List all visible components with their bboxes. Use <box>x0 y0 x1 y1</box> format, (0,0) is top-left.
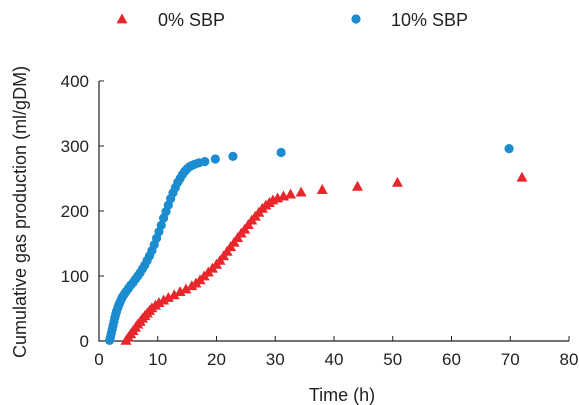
legend: 0% SBP 10% SBP <box>116 10 468 30</box>
data-points <box>104 144 528 345</box>
data-point-triangle <box>168 289 180 300</box>
y-tick-label: 200 <box>61 202 89 221</box>
data-point-circle <box>210 154 220 164</box>
x-tick-label: 10 <box>148 350 167 369</box>
data-point-circle <box>156 220 166 230</box>
data-point-triangle <box>352 180 363 191</box>
series-1 <box>120 171 528 345</box>
data-point-circle <box>276 147 286 158</box>
y-tick-label: 300 <box>61 137 89 156</box>
legend-label: 0% SBP <box>158 10 225 30</box>
data-point-triangle <box>516 171 528 182</box>
data-point-triangle <box>391 176 403 187</box>
data-point-triangle <box>162 291 174 302</box>
x-tick-label: 80 <box>560 350 579 369</box>
data-point-circle <box>504 144 514 154</box>
legend-marker <box>351 14 361 24</box>
tick-labels: 0 10 20 30 40 50 60 70 80 0 100 200 300 400 <box>61 72 579 369</box>
x-tick-label: 50 <box>383 350 402 369</box>
y-tick-label: 400 <box>61 72 89 91</box>
data-point-circle <box>228 151 238 161</box>
legend-label: 10% SBP <box>391 10 468 30</box>
data-point-triangle <box>295 186 307 197</box>
data-point-triangle <box>174 286 186 296</box>
y-axis-label: Cumulative gas production (ml/gDM) <box>10 66 30 358</box>
x-tick-label: 40 <box>325 350 344 369</box>
data-point-triangle <box>285 188 297 199</box>
data-point-triangle <box>153 297 165 308</box>
y-tick-label: 0 <box>80 332 89 351</box>
legend-marker <box>116 13 128 24</box>
y-tick-label: 100 <box>61 267 89 286</box>
x-tick-label: 20 <box>207 350 226 369</box>
x-axis-label: Time (h) <box>309 385 375 405</box>
x-tick-label: 70 <box>501 350 520 369</box>
axes <box>98 80 570 342</box>
x-tick-label: 30 <box>266 350 285 369</box>
x-tick-label: 60 <box>442 350 461 369</box>
data-point-triangle <box>158 294 170 305</box>
x-tick-label: 0 <box>94 350 103 369</box>
data-point-triangle <box>316 184 328 194</box>
data-point-circle <box>200 157 210 167</box>
series-2 <box>104 144 514 345</box>
data-point-triangle <box>180 283 192 294</box>
